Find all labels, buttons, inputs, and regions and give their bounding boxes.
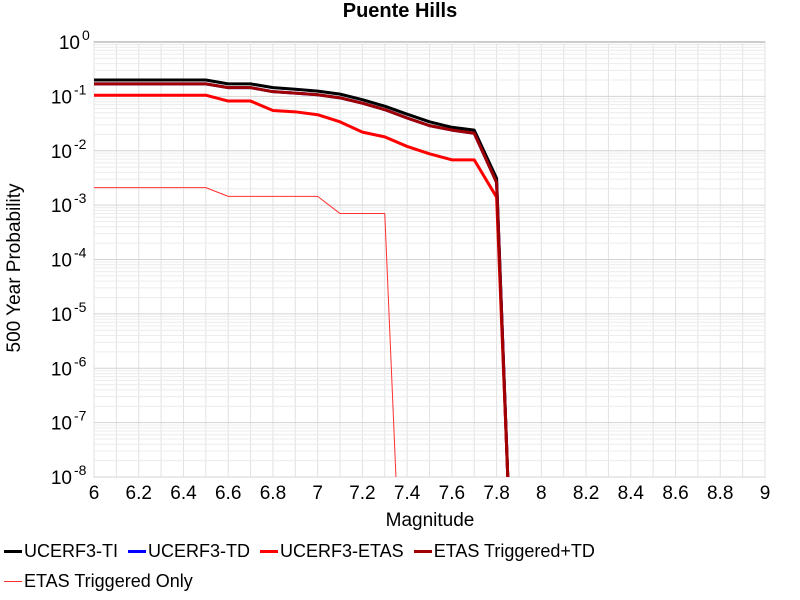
y-tick-exponent: -4 [74, 245, 87, 261]
legend-swatch [260, 549, 278, 553]
x-tick-label: 6.6 [215, 483, 241, 504]
x-tick-label: 8 [536, 483, 547, 504]
x-tick-label: 7.6 [439, 483, 465, 504]
y-tick-exponent: -3 [74, 190, 87, 206]
x-tick-label: 8.8 [707, 483, 733, 504]
y-tick-label: 10 [51, 87, 72, 108]
series-layer [94, 78, 510, 478]
legend: UCERF3-TI UCERF3-TD UCERF3-ETAS ETAS Tri… [0, 536, 800, 596]
series-line [94, 78, 510, 478]
legend-row-2: ETAS Triggered Only [0, 566, 800, 596]
y-tick-label: 10 [51, 414, 72, 435]
legend-label: ETAS Triggered Only [24, 570, 193, 591]
grid [93, 42, 766, 478]
legend-item-etas-triggered-only: ETAS Triggered Only [0, 571, 193, 592]
y-tick-label: 10 [51, 142, 72, 163]
legend-label: UCERF3-ETAS [280, 540, 404, 561]
legend-item-ucerf3-etas: UCERF3-ETAS [256, 541, 404, 562]
y-tick-label: 10 [59, 33, 80, 54]
x-tick-label: 6.8 [260, 483, 286, 504]
legend-label: UCERF3-TI [24, 540, 118, 561]
x-tick-label: 9 [760, 483, 771, 504]
y-tick-label: 10 [51, 305, 72, 326]
x-tick-label: 8.4 [618, 483, 645, 504]
y-tick-exponent: -8 [74, 462, 87, 478]
y-tick-exponent: -2 [74, 136, 87, 152]
x-tick-label: 7.2 [349, 483, 375, 504]
y-tick-label: 10 [51, 359, 72, 380]
x-axis-label: Magnitude [386, 510, 475, 531]
legend-swatch [4, 549, 22, 553]
legend-swatch [413, 549, 432, 553]
legend-item-etas-triggered-td: ETAS Triggered+TD [410, 541, 595, 562]
legend-swatch [128, 549, 146, 553]
y-tick-label: 10 [51, 251, 72, 272]
x-tick-label: 7.4 [394, 483, 421, 504]
legend-item-ucerf3-ti: UCERF3-TI [0, 541, 118, 562]
y-axis-label: 500 Year Probability [4, 183, 25, 353]
y-tick-exponent: -6 [74, 353, 87, 369]
legend-row-1: UCERF3-TI UCERF3-TD UCERF3-ETAS ETAS Tri… [0, 536, 800, 566]
legend-label: UCERF3-TD [148, 540, 250, 561]
x-tick-label: 6.2 [126, 483, 152, 504]
legend-label: ETAS Triggered+TD [433, 540, 595, 561]
y-tick-exponent: 0 [82, 27, 90, 43]
legend-item-ucerf3-td: UCERF3-TD [124, 541, 250, 562]
x-tick-label: 7.8 [483, 483, 509, 504]
x-tick-label: 7 [312, 483, 323, 504]
x-tick-label: 8.6 [662, 483, 688, 504]
x-tick-label: 6.4 [170, 483, 197, 504]
legend-swatch [4, 580, 22, 582]
y-tick-exponent: -1 [74, 81, 87, 97]
y-tick-exponent: -5 [74, 299, 87, 315]
x-tick-label: 8.2 [573, 483, 599, 504]
x-tick-label: 6 [89, 483, 100, 504]
series-line [94, 93, 510, 478]
chart-title: Puente Hills [343, 0, 457, 22]
y-tick-label: 10 [51, 468, 72, 489]
y-tick-exponent: -7 [74, 408, 87, 424]
y-tick-label: 10 [51, 196, 72, 217]
x-axis-ticks: 6 6.2 6.4 6.6 6.8 7 7.2 7.4 7.6 7.8 8 8.2 8.4 8.6 8.8 9 [89, 483, 771, 504]
series-line [94, 82, 510, 478]
series-line [94, 187, 397, 478]
